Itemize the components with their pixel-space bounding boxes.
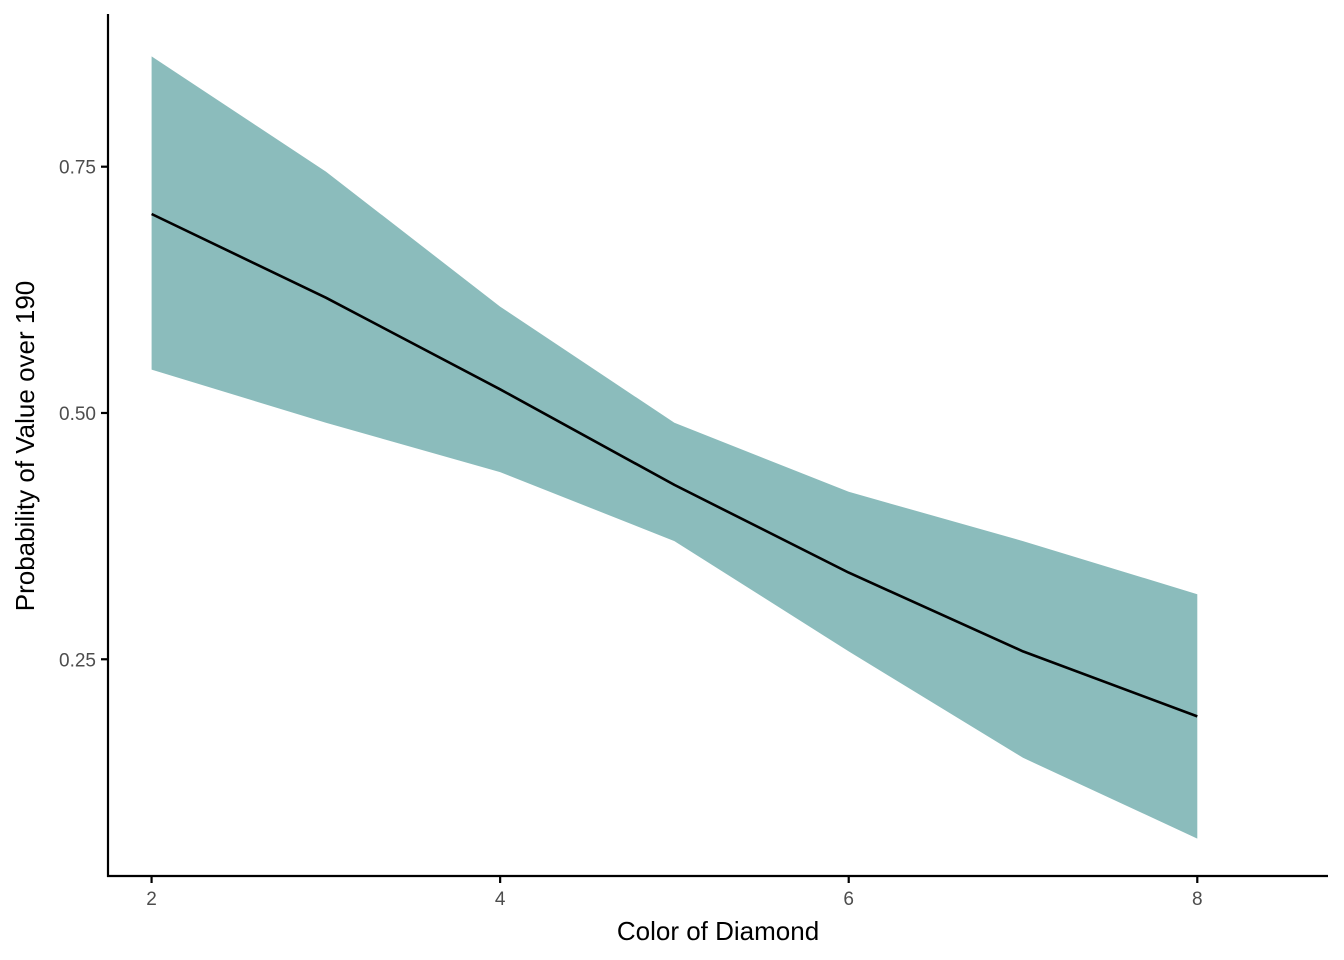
x-tick-label: 8 (1192, 889, 1203, 910)
plot-area (151, 56, 1198, 839)
x-axis-title: Color of Diamond (617, 916, 819, 946)
x-tick-label: 6 (843, 889, 854, 910)
y-tick-label: 0.75 (59, 158, 96, 179)
y-tick-label: 0.25 (59, 650, 96, 671)
x-tick-label: 2 (146, 889, 157, 910)
series-line (151, 212, 1198, 718)
axes: 2 4 6 8 0.25 0.50 0.75 (59, 14, 1328, 910)
y-tick-label: 0.50 (59, 404, 96, 425)
x-tick-label: 4 (495, 889, 506, 910)
confidence-ribbon (151, 56, 1198, 839)
y-axis-title: Probability of Value over 190 (10, 281, 40, 612)
